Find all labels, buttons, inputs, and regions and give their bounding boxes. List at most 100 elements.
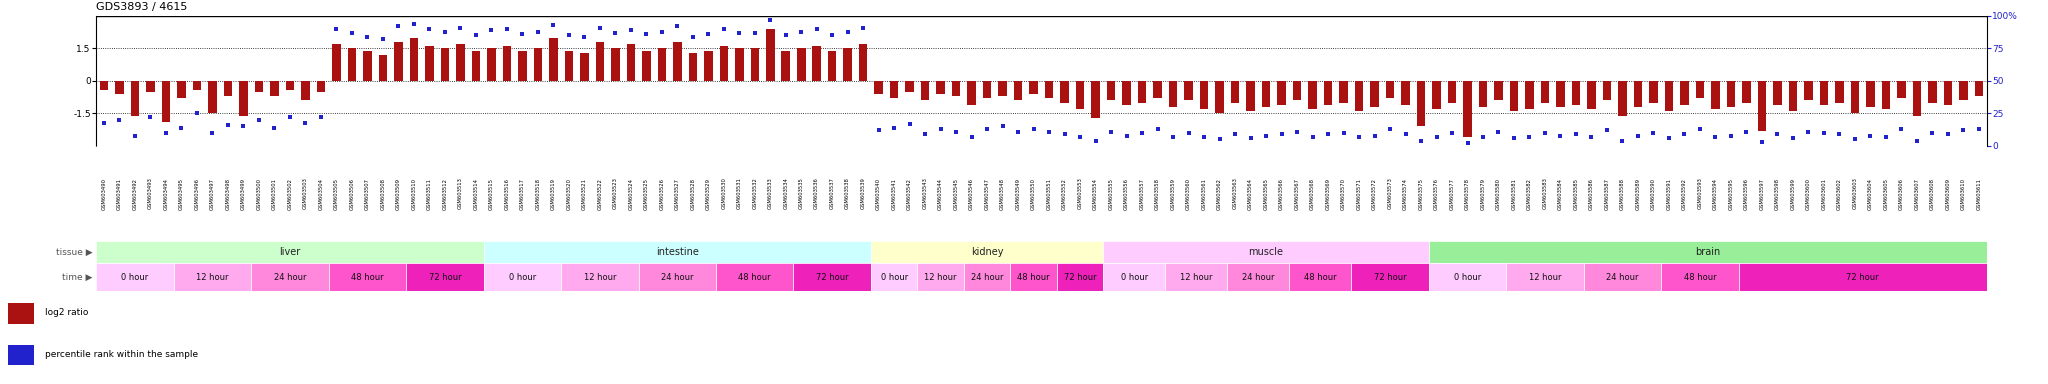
Point xyxy=(1683,126,1716,132)
Text: 0 hour: 0 hour xyxy=(1454,273,1481,281)
Bar xyxy=(471,51,479,81)
Point xyxy=(801,26,834,32)
Bar xyxy=(1014,81,1022,101)
Bar xyxy=(580,53,588,81)
Text: GSM603591: GSM603591 xyxy=(1667,177,1671,210)
Text: GSM603528: GSM603528 xyxy=(690,177,694,210)
Text: GSM603491: GSM603491 xyxy=(117,177,123,210)
Bar xyxy=(1104,263,1165,291)
Text: 12 hour: 12 hour xyxy=(197,273,229,281)
Bar xyxy=(254,81,264,92)
Bar xyxy=(410,38,418,81)
Bar xyxy=(8,345,35,366)
Text: GSM603549: GSM603549 xyxy=(1016,177,1020,210)
Text: 48 hour: 48 hour xyxy=(739,273,772,281)
Bar xyxy=(393,42,403,81)
Bar xyxy=(1462,81,1473,137)
Bar xyxy=(1430,263,1505,291)
Bar xyxy=(1214,81,1225,114)
Bar xyxy=(639,263,717,291)
Point xyxy=(723,30,756,36)
Point xyxy=(1591,127,1624,134)
Bar xyxy=(565,51,573,81)
Text: GSM603597: GSM603597 xyxy=(1759,177,1765,210)
Text: GSM603495: GSM603495 xyxy=(178,177,184,210)
Text: GSM603566: GSM603566 xyxy=(1280,177,1284,210)
Bar xyxy=(1509,81,1518,111)
Text: GSM603523: GSM603523 xyxy=(612,177,618,209)
Text: GSM603609: GSM603609 xyxy=(1946,177,1950,210)
Text: GSM603516: GSM603516 xyxy=(504,177,510,210)
Text: GSM603518: GSM603518 xyxy=(535,177,541,210)
Point xyxy=(909,131,942,137)
Text: GSM603600: GSM603600 xyxy=(1806,177,1810,210)
Bar xyxy=(1743,81,1751,103)
Text: GSM603586: GSM603586 xyxy=(1589,177,1593,210)
Text: GSM603532: GSM603532 xyxy=(752,177,758,209)
Text: muscle: muscle xyxy=(1249,247,1284,257)
Text: GSM603541: GSM603541 xyxy=(891,177,897,210)
Text: 24 hour: 24 hour xyxy=(971,273,1004,281)
Bar xyxy=(1712,81,1720,109)
Bar xyxy=(735,48,743,81)
Point xyxy=(211,122,244,128)
Text: GSM603568: GSM603568 xyxy=(1311,177,1315,210)
Text: GSM603490: GSM603490 xyxy=(102,177,106,210)
Text: GSM603505: GSM603505 xyxy=(334,177,338,210)
Bar xyxy=(952,81,961,96)
Text: GSM603509: GSM603509 xyxy=(395,177,401,210)
Point xyxy=(1917,130,1950,136)
Point xyxy=(1280,129,1313,135)
Point xyxy=(692,31,725,37)
Text: GSM603511: GSM603511 xyxy=(426,177,432,210)
Text: GSM603583: GSM603583 xyxy=(1542,177,1548,209)
Point xyxy=(1235,135,1268,141)
Text: GSM603538: GSM603538 xyxy=(846,177,850,209)
Point xyxy=(1358,132,1391,139)
Bar xyxy=(487,48,496,81)
Bar xyxy=(1122,81,1130,105)
Text: GSM603512: GSM603512 xyxy=(442,177,446,210)
Text: time ▶: time ▶ xyxy=(61,273,92,281)
Bar xyxy=(657,48,666,81)
Point xyxy=(1653,135,1686,141)
Text: GSM603497: GSM603497 xyxy=(211,177,215,210)
Bar xyxy=(1139,81,1147,103)
Bar xyxy=(813,46,821,81)
Point xyxy=(444,25,477,31)
Point xyxy=(1839,136,1872,142)
Text: GSM603530: GSM603530 xyxy=(721,177,727,209)
Text: GSM603520: GSM603520 xyxy=(567,177,571,210)
Bar xyxy=(209,81,217,114)
Point xyxy=(242,117,274,123)
Text: GSM603569: GSM603569 xyxy=(1325,177,1331,210)
Point xyxy=(1714,132,1747,139)
Text: GSM603584: GSM603584 xyxy=(1559,177,1563,210)
Text: GSM603571: GSM603571 xyxy=(1356,177,1362,210)
Bar xyxy=(1030,81,1038,94)
Text: 48 hour: 48 hour xyxy=(1018,273,1051,281)
Point xyxy=(1018,126,1051,132)
Text: GSM603503: GSM603503 xyxy=(303,177,307,209)
Bar xyxy=(8,303,35,324)
Point xyxy=(506,31,539,37)
Text: 0 hour: 0 hour xyxy=(881,273,907,281)
Point xyxy=(1513,134,1546,140)
Bar xyxy=(348,48,356,81)
Point xyxy=(784,28,817,35)
Text: GSM603605: GSM603605 xyxy=(1884,177,1888,210)
Bar xyxy=(610,48,621,81)
Bar xyxy=(1604,81,1612,101)
Bar xyxy=(717,263,793,291)
Text: GSM603555: GSM603555 xyxy=(1108,177,1114,210)
Bar xyxy=(870,241,1104,263)
Bar xyxy=(750,48,760,81)
Text: GSM603607: GSM603607 xyxy=(1915,177,1919,210)
Text: GSM603604: GSM603604 xyxy=(1868,177,1872,210)
Text: GSM603543: GSM603543 xyxy=(924,177,928,209)
Text: 72 hour: 72 hour xyxy=(1374,273,1407,281)
Text: 24 hour: 24 hour xyxy=(1241,273,1274,281)
Bar xyxy=(1057,263,1104,291)
Text: GSM603577: GSM603577 xyxy=(1450,177,1454,210)
Text: GSM603514: GSM603514 xyxy=(473,177,479,210)
